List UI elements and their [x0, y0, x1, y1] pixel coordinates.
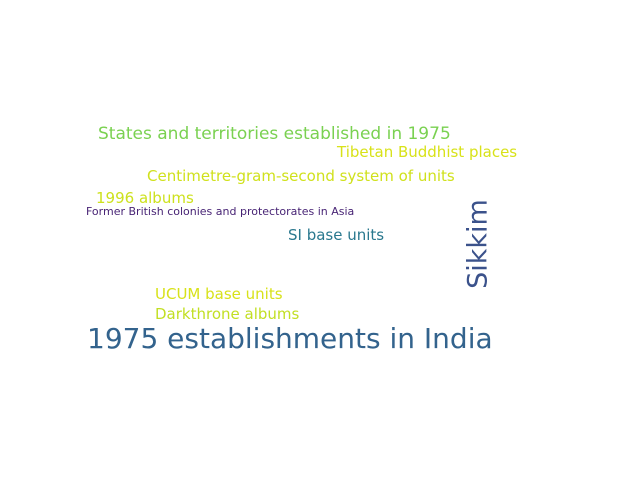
word-states-and-territories-established-in-1975: States and territories established in 19…: [98, 124, 451, 144]
word-former-british-colonies-and-protectorates-in-asia: Former British colonies and protectorate…: [86, 205, 355, 218]
word-ucum-base-units: UCUM base units: [155, 285, 283, 303]
word-1975-establishments-in-india: 1975 establishments in India: [87, 322, 493, 355]
word-tibetan-buddhist-places: Tibetan Buddhist places: [337, 143, 518, 161]
word-si-base-units: SI base units: [288, 226, 385, 244]
word-darkthrone-albums: Darkthrone albums: [155, 305, 300, 323]
word-sikkim: Sikkim: [462, 199, 494, 289]
word-centimetre-gram-second-system-of-units: Centimetre-gram-second system of units: [147, 167, 455, 185]
word-1996-albums: 1996 albums: [96, 189, 194, 207]
